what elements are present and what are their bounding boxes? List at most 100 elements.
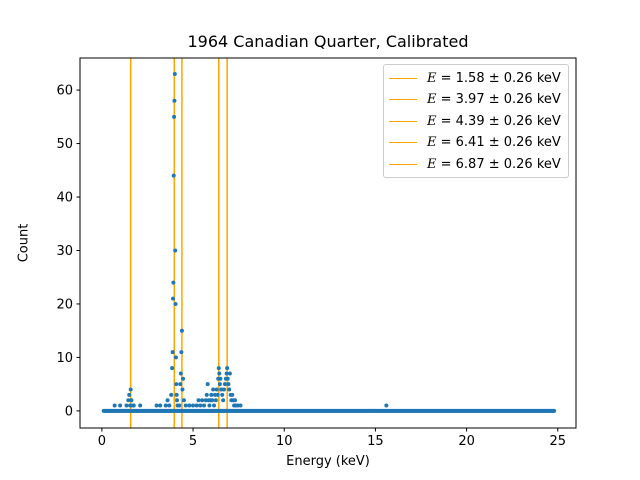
data-point: [212, 392, 217, 397]
data-point: [227, 371, 232, 376]
legend-swatch: [389, 77, 417, 79]
data-point: [179, 328, 184, 333]
x-axis-ticks: 0 5 10 15 20 25: [98, 428, 566, 449]
data-point: [127, 392, 132, 397]
legend-label-text: = 6.41 ± 0.26 keV: [436, 135, 561, 150]
legend-swatch: [389, 163, 417, 165]
y-tick-label: 10: [56, 351, 73, 366]
x-tick-label: 10: [276, 434, 293, 449]
data-point: [217, 371, 222, 376]
data-point: [131, 403, 136, 408]
data-point: [171, 280, 176, 285]
data-point: [126, 398, 131, 403]
data-point: [174, 392, 179, 397]
legend: E = 1.58 ± 0.26 keV E = 3.97 ± 0.26 keV …: [383, 64, 569, 178]
vlines-layer: [129, 58, 228, 428]
data-point: [220, 392, 225, 397]
data-point: [138, 403, 143, 408]
data-point: [163, 403, 168, 408]
legend-label-text: = 3.97 ± 0.26 keV: [436, 92, 561, 107]
data-point: [235, 403, 240, 408]
legend-label: E = 6.41 ± 0.26 keV: [427, 135, 561, 150]
data-point: [174, 382, 179, 387]
data-point: [217, 382, 222, 387]
data-point: [224, 371, 229, 376]
data-point: [171, 173, 176, 178]
data-point: [196, 398, 201, 403]
data-point: [210, 398, 215, 403]
data-point: [158, 403, 163, 408]
legend-label-var: E: [427, 113, 437, 129]
legend-label-text: = 4.39 ± 0.26 keV: [436, 113, 561, 129]
legend-label: E = 4.39 ± 0.26 keV: [427, 114, 561, 129]
legend-item-2: E = 3.97 ± 0.26 keV: [389, 91, 561, 109]
y-tick-label: 50: [56, 137, 73, 152]
data-point: [200, 398, 205, 403]
data-point: [194, 403, 199, 408]
data-point: [118, 403, 123, 408]
data-point: [165, 398, 170, 403]
data-point: [129, 398, 134, 403]
data-point: [173, 301, 178, 306]
legend-swatch: [389, 142, 417, 143]
x-axis-label: Energy (keV): [286, 454, 370, 469]
legend-label-var: E: [427, 135, 437, 150]
chart-title: 1964 Canadian Quarter, Calibrated: [187, 32, 469, 51]
data-point: [128, 387, 133, 392]
data-point: [219, 387, 224, 392]
legend-label: E = 3.97 ± 0.26 keV: [427, 92, 561, 107]
legend-label-var: E: [427, 156, 437, 172]
data-point: [214, 387, 219, 392]
data-point: [215, 392, 220, 397]
y-tick-label: 30: [56, 244, 73, 259]
legend-label: E = 6.87 ± 0.26 keV: [427, 157, 561, 172]
data-point: [552, 408, 557, 413]
data-point: [177, 403, 182, 408]
legend-item-5: E = 6.87 ± 0.26 keV: [389, 155, 561, 173]
points-layer: [101, 72, 557, 413]
data-point: [183, 403, 188, 408]
legend-item-1: E = 1.58 ± 0.26 keV: [389, 69, 561, 87]
data-point: [175, 398, 180, 403]
data-point: [222, 382, 227, 387]
data-point: [198, 403, 203, 408]
data-point: [154, 403, 159, 408]
data-point: [230, 392, 235, 397]
data-point: [178, 371, 183, 376]
data-point: [167, 403, 172, 408]
data-point: [211, 387, 216, 392]
data-point: [172, 98, 177, 103]
data-point: [179, 350, 184, 355]
legend-swatch: [389, 99, 417, 100]
data-point: [169, 392, 174, 397]
data-point: [209, 392, 214, 397]
legend-label: E = 1.58 ± 0.26 keV: [427, 71, 561, 86]
legend-item-4: E = 6.41 ± 0.26 keV: [389, 134, 561, 152]
data-point: [225, 366, 230, 371]
legend-item-3: E = 4.39 ± 0.26 keV: [389, 112, 561, 130]
y-tick-label: 60: [56, 84, 73, 99]
data-point: [212, 403, 217, 408]
data-point: [191, 403, 196, 408]
data-point: [172, 72, 177, 77]
data-point: [187, 403, 192, 408]
data-point: [205, 382, 210, 387]
data-point: [204, 392, 209, 397]
data-point: [227, 387, 232, 392]
data-point: [171, 296, 175, 301]
data-point: [181, 376, 186, 381]
data-point: [218, 376, 223, 381]
data-point: [172, 114, 177, 119]
data-point: [170, 350, 175, 355]
data-point: [124, 403, 129, 408]
data-point: [216, 366, 221, 371]
data-point: [226, 382, 231, 387]
data-point: [173, 355, 178, 360]
data-point: [213, 398, 218, 403]
data-point: [178, 382, 183, 387]
legend-label-var: E: [427, 70, 437, 86]
plot-frame: [79, 57, 577, 429]
data-point: [170, 366, 175, 371]
y-tick-label: 0: [65, 404, 73, 419]
x-tick-label: 25: [549, 434, 566, 449]
